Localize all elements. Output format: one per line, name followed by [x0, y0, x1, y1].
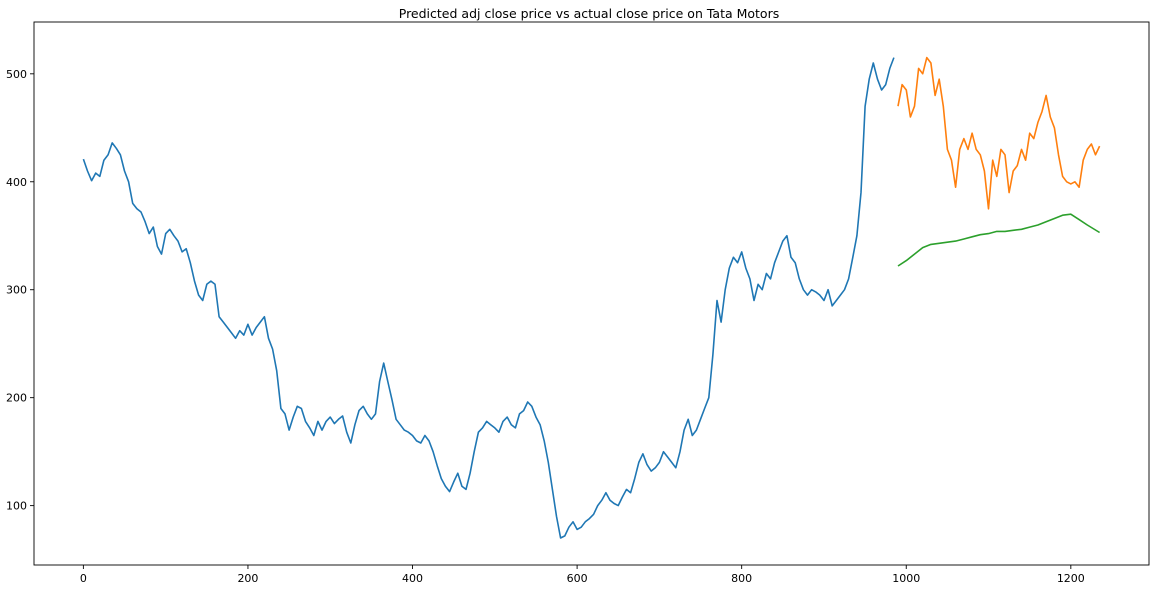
y-tick-label: 400 [6, 176, 27, 189]
y-tick-label: 300 [6, 284, 27, 297]
axes-layer [33, 21, 1150, 566]
x-tick-label: 800 [731, 572, 752, 585]
series-layer [82, 56, 1101, 539]
series-line-1 [82, 57, 895, 539]
x-tick-label: 200 [237, 572, 258, 585]
x-tick-label: 0 [80, 572, 87, 585]
x-tick-label: 1200 [1057, 572, 1085, 585]
x-tick-label: 1000 [892, 572, 920, 585]
y-tick-label: 200 [6, 392, 27, 405]
series-line-3 [897, 213, 1101, 267]
x-tick-label: 400 [402, 572, 423, 585]
x-tick-label: 600 [567, 572, 588, 585]
plot-frame [33, 21, 1150, 566]
chart-title: Predicted adj close price vs actual clos… [399, 6, 779, 21]
x-axis-ticks: 0 200 400 600 800 1000 1200 [80, 565, 1085, 585]
y-axis-ticks: 100 200 300 400 500 [6, 68, 34, 513]
series-line-2 [897, 56, 1101, 210]
y-tick-label: 100 [6, 500, 27, 513]
y-tick-label: 500 [6, 68, 27, 81]
